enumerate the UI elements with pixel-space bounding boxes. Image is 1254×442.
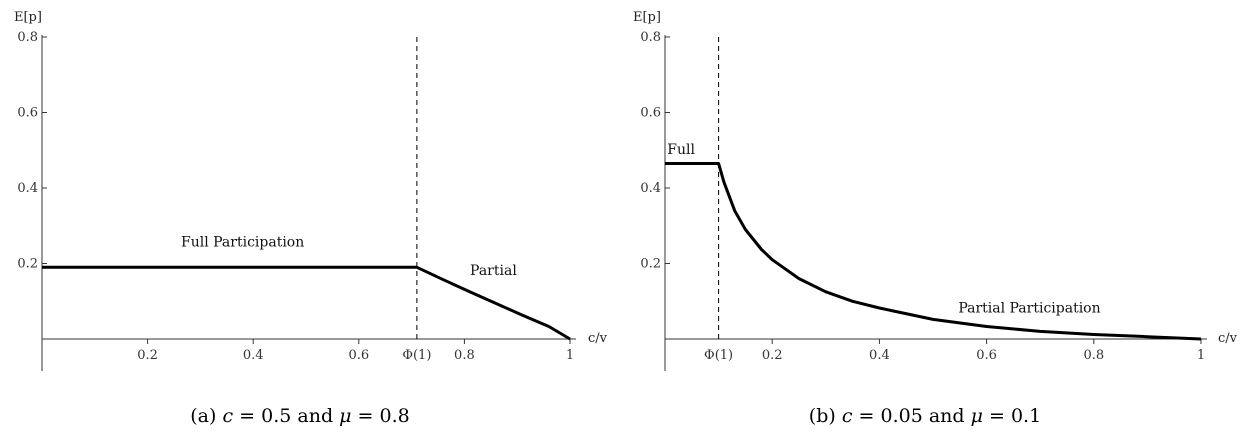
caption-part: c — [842, 405, 853, 427]
x-tick-label: 0.8 — [454, 348, 475, 363]
caption-part: 0.5 — [261, 405, 291, 427]
caption-part: μ — [339, 405, 351, 427]
region-annotation: Partial Participation — [958, 301, 1100, 317]
y-tick-label: 0.8 — [640, 30, 661, 45]
y-tick-label: 0.6 — [17, 106, 38, 121]
x-tick-label: 0.2 — [137, 348, 158, 363]
region-annotation: Full — [667, 142, 695, 158]
x-tick-label: 0.4 — [869, 348, 890, 363]
y-tick-label: 0.4 — [640, 181, 661, 196]
region-annotation: Full Participation — [181, 235, 304, 251]
y-tick-label: 0.2 — [640, 257, 661, 272]
caption-part: = — [983, 405, 1011, 427]
x-tick-label: 0.6 — [348, 348, 369, 363]
series-line — [665, 162, 1202, 341]
x-tick-label: 0.4 — [243, 348, 264, 363]
caption-part: c — [222, 405, 233, 427]
chart-a: 0.2 0.4 0.6 0.8 0.2 0.4 0.6 0.8 1 E[p] c/v Φ(1) Full… — [14, 10, 608, 427]
threshold-label: Φ(1) — [704, 348, 733, 363]
caption-part: 0.05 — [880, 405, 922, 427]
x-tick-label: 0.2 — [762, 348, 783, 363]
caption-part: = — [352, 405, 380, 427]
caption-part: and — [291, 405, 339, 427]
y-tick-label: 0.6 — [640, 106, 661, 121]
caption-part: (b) — [809, 405, 842, 427]
threshold-label: Φ(1) — [402, 348, 431, 363]
region-annotation: Partial — [470, 263, 517, 279]
caption-part: and — [923, 405, 971, 427]
y-axis-label: E[p] — [14, 10, 42, 25]
caption-part: 0.1 — [1011, 405, 1041, 427]
x-axis-label: c/v — [1218, 331, 1238, 346]
caption-part: (a) — [190, 405, 222, 427]
x-tick-label: 0.6 — [976, 348, 997, 363]
y-tick-label: 0.4 — [17, 181, 38, 196]
caption-part: 0.8 — [380, 405, 410, 427]
chart-caption: (a) c = 0.5 and μ = 0.8 — [190, 405, 409, 427]
chart-caption: (b) c = 0.05 and μ = 0.1 — [809, 405, 1041, 427]
x-tick-label: 0.8 — [1083, 348, 1104, 363]
caption-part: = — [852, 405, 880, 427]
y-tick-label: 0.8 — [17, 30, 38, 45]
caption-part: = — [233, 405, 261, 427]
y-axis-label: E[p] — [633, 10, 661, 25]
chart-b: 0.2 0.4 0.6 0.8 0.2 0.4 0.6 0.8 1 E[p] c/v Φ(1) Full… — [633, 10, 1238, 427]
x-axis-label: c/v — [588, 331, 608, 346]
x-tick-label: 1 — [1197, 348, 1205, 363]
caption-part: μ — [971, 405, 983, 427]
x-tick-label: 1 — [566, 348, 574, 363]
series-line — [42, 265, 571, 341]
y-tick-label: 0.2 — [17, 257, 38, 272]
